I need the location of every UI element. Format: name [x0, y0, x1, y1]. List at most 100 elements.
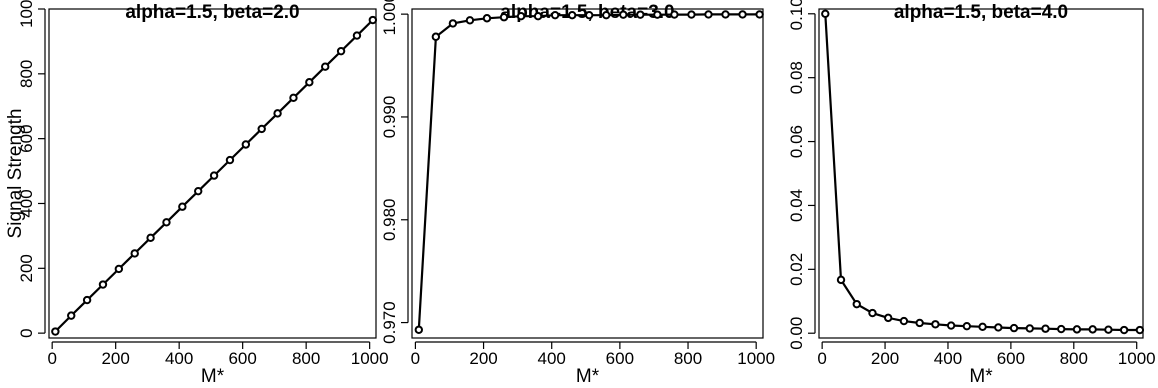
data-point	[209, 171, 219, 180]
data-point	[82, 295, 92, 305]
x-tick-label: 600	[228, 349, 256, 368]
data-point	[414, 325, 424, 334]
data-point	[884, 313, 893, 323]
data-point	[1135, 325, 1145, 335]
data-point	[321, 62, 330, 71]
data-point	[1104, 325, 1113, 334]
data-point	[931, 320, 940, 329]
data-point	[836, 275, 846, 285]
x-tick-label: 400	[934, 349, 962, 368]
y-tick-label: 0.06	[787, 125, 806, 158]
data-point	[162, 218, 171, 227]
x-tick-label: 1000	[737, 349, 775, 368]
x-tick-label: 400	[165, 349, 193, 368]
x-tick-label: 200	[101, 349, 129, 368]
y-tick-label: 200	[17, 254, 36, 282]
x-tick-label: 400	[538, 349, 566, 368]
data-point	[994, 323, 1003, 332]
data-point	[602, 10, 611, 20]
data-point	[533, 11, 543, 21]
x-axis-label: M*	[576, 366, 600, 387]
x-axis-label: M*	[201, 366, 225, 387]
data-point	[868, 308, 877, 318]
x-tick-label: 1000	[1118, 349, 1156, 368]
y-tick-label: 0	[17, 328, 36, 337]
y-tick-label: 1.000	[380, 0, 399, 35]
data-point	[915, 318, 924, 328]
x-tick-label: 0	[411, 349, 420, 368]
data-point	[178, 202, 187, 211]
y-tick-label: 0.00	[787, 317, 806, 350]
data-point	[499, 13, 509, 22]
data-point	[704, 10, 713, 19]
data-point	[225, 155, 235, 165]
y-tick-label: 800	[17, 60, 36, 88]
data-point	[1088, 325, 1097, 334]
data-point	[352, 31, 362, 40]
data-point	[1057, 324, 1066, 334]
data-point	[653, 10, 662, 19]
data-point	[305, 78, 314, 87]
data-point	[130, 249, 139, 258]
x-tick-label: 1000	[351, 349, 389, 368]
data-point	[962, 321, 972, 331]
data-point	[899, 316, 909, 326]
data-point	[448, 19, 458, 28]
data-point	[1119, 325, 1129, 335]
data-point	[755, 10, 764, 19]
y-tick-label: 1000	[17, 0, 36, 28]
data-point	[550, 10, 560, 20]
series-line	[417, 13, 760, 330]
data-point	[146, 233, 155, 243]
data-point	[619, 10, 628, 19]
data-point	[1072, 325, 1082, 334]
x-tick-label: 800	[1060, 349, 1088, 368]
data-point	[821, 9, 830, 18]
data-point	[687, 10, 696, 19]
y-tick-label: 0.04	[787, 189, 806, 222]
data-point	[241, 140, 251, 149]
panel-3: alpha=1.5, beta=4.0 0 200 400 600 800 1000 M* 0.…	[787, 0, 1156, 387]
data-point	[567, 10, 577, 20]
data-point	[431, 32, 441, 41]
data-point	[98, 280, 108, 289]
data-point	[852, 299, 861, 309]
x-tick-label: 0	[47, 349, 56, 368]
series-line	[824, 13, 1140, 332]
panel-title: alpha=1.5, beta=2.0	[125, 2, 299, 23]
y-tick-label: 0.10	[787, 0, 806, 30]
panel-title: alpha=1.5, beta=4.0	[894, 2, 1068, 23]
x-tick-label: 800	[292, 349, 320, 368]
data-point	[516, 11, 526, 21]
data-point	[721, 10, 730, 19]
y-tick-label: 0.08	[787, 61, 806, 94]
data-point	[1009, 323, 1019, 333]
data-point	[585, 10, 594, 20]
x-tick-label: 200	[469, 349, 497, 368]
y-tick-label: 400	[17, 189, 36, 217]
y-tick-label: 0.990	[380, 96, 399, 139]
data-point	[1041, 324, 1050, 333]
data-point	[257, 124, 266, 134]
data-point	[67, 311, 76, 320]
data-point	[482, 14, 492, 23]
plot-frame	[411, 8, 764, 339]
data-point	[273, 109, 282, 118]
data-point	[51, 327, 60, 336]
x-tick-label: 600	[997, 349, 1025, 368]
x-tick-label: 800	[674, 349, 702, 368]
y-tick-label: 0.980	[380, 198, 399, 241]
x-tick-label: 600	[606, 349, 634, 368]
data-point	[114, 264, 124, 274]
x-tick-label: 0	[817, 349, 826, 368]
panel-1: alpha=1.5, beta=2.0 0 200 400 600 800 1000 M* 0 2…	[5, 0, 389, 387]
panel-2: alpha=1.5, beta=3.00 200 400 600 800 1000M*0.…	[380, 0, 775, 387]
data-point	[738, 10, 747, 19]
plot-frame	[818, 8, 1144, 339]
data-point	[670, 10, 679, 19]
data-point	[465, 16, 475, 25]
data-point	[1025, 324, 1034, 333]
data-point	[636, 10, 645, 19]
y-tick-label: 600	[17, 124, 36, 152]
